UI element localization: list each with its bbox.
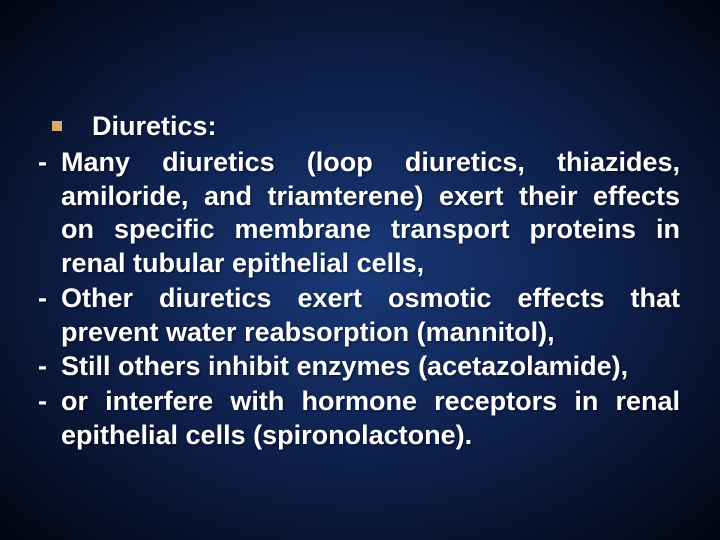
dash-marker: - [38, 385, 47, 419]
item-text-1: Other diuretics exert osmotic effects th… [47, 282, 690, 350]
item-row-2: - Still others inhibit enzymes (acetazol… [30, 350, 690, 384]
title-row: Diuretics: [30, 110, 690, 144]
item-text-0: Many diuretics (loop diuretics, thiazide… [47, 146, 690, 281]
dash-marker: - [38, 282, 47, 316]
item-row-0: - Many diuretics (loop diuretics, thiazi… [30, 146, 690, 281]
slide-container: Diuretics: - Many diuretics (loop diuret… [0, 0, 720, 540]
dash-marker: - [38, 146, 47, 180]
square-bullet-icon [52, 121, 62, 131]
dash-marker: - [38, 350, 47, 384]
item-row-3: - or interfere with hormone receptors in… [30, 385, 690, 453]
item-text-2: Still others inhibit enzymes (acetazolam… [47, 350, 690, 384]
item-text-3: or interfere with hormone receptors in r… [47, 385, 690, 453]
item-row-1: - Other diuretics exert osmotic effects … [30, 282, 690, 350]
title-text: Diuretics: [92, 110, 217, 144]
